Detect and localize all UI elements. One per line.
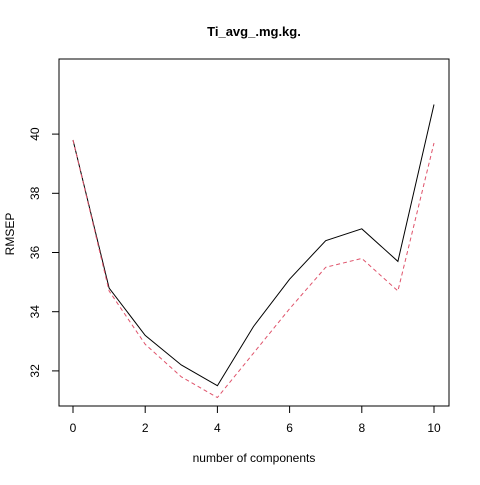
- x-axis: 0 2 4 6 8 10: [70, 405, 441, 435]
- x-tick-label: 4: [214, 421, 221, 435]
- y-tick-label: 36: [28, 246, 42, 260]
- series-layer: [72, 104, 435, 399]
- y-tick-label: 38: [28, 186, 42, 200]
- x-tick-label: 6: [286, 421, 293, 435]
- x-tick-label: 10: [427, 421, 441, 435]
- chart-title: Ti_avg_.mg.kg.: [207, 24, 301, 39]
- y-tick-label: 32: [28, 364, 42, 378]
- x-axis-label: number of components: [193, 451, 316, 465]
- x-tick-label: 2: [142, 421, 149, 435]
- y-tick-label: 40: [28, 127, 42, 141]
- x-tick-label: 8: [358, 421, 365, 435]
- y-tick-label: 34: [28, 305, 42, 319]
- series-line-1: [72, 104, 435, 387]
- y-axis-label: RMSEP: [3, 213, 17, 256]
- y-axis: 32 34 36 38 40: [28, 127, 60, 378]
- x-tick-label: 0: [70, 421, 77, 435]
- series-line-2: [72, 139, 435, 399]
- plot-frame: [58, 58, 450, 407]
